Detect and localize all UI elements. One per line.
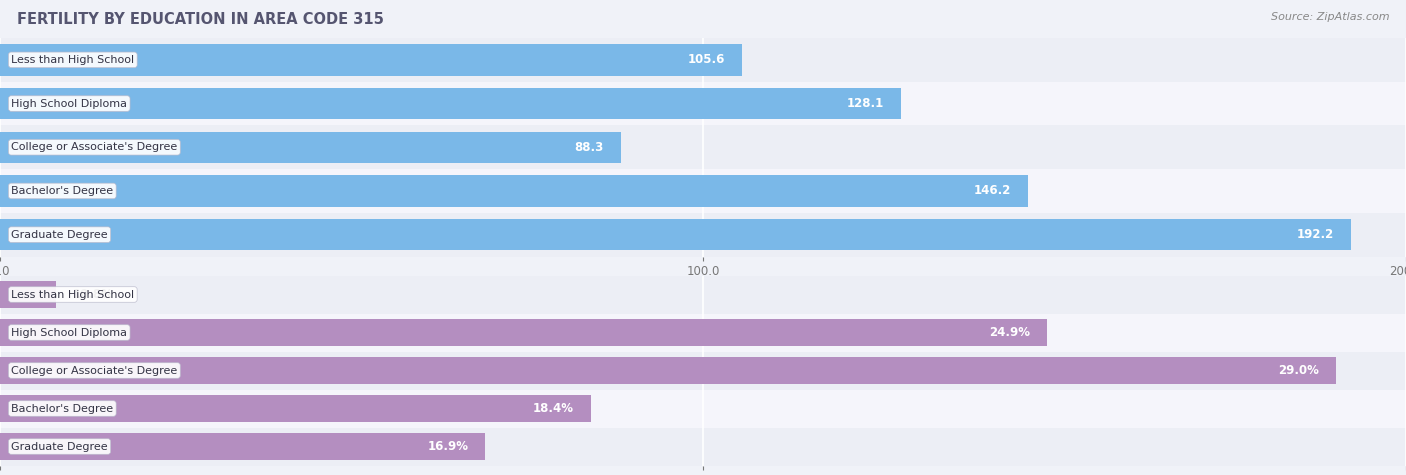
Bar [0, 281, 56, 308]
Text: College or Associate's Degree: College or Associate's Degree [11, 142, 177, 152]
Text: High School Diploma: High School Diploma [11, 327, 128, 338]
Text: Graduate Degree: Graduate Degree [11, 229, 108, 240]
Bar [0, 390, 1406, 428]
Bar [0, 357, 1336, 384]
Text: 128.1: 128.1 [846, 97, 883, 110]
Bar [0, 319, 1047, 346]
Bar [0, 314, 1406, 352]
Bar [0, 213, 1406, 256]
Text: 192.2: 192.2 [1298, 228, 1334, 241]
Bar [0, 395, 591, 422]
Text: Graduate Degree: Graduate Degree [11, 441, 108, 452]
Text: High School Diploma: High School Diploma [11, 98, 128, 109]
Text: 146.2: 146.2 [973, 184, 1011, 198]
Text: 18.4%: 18.4% [533, 402, 574, 415]
Bar [0, 433, 485, 460]
Bar [0, 88, 901, 119]
Bar [0, 82, 1406, 125]
Text: 16.9%: 16.9% [427, 440, 468, 453]
Text: 29.0%: 29.0% [1278, 364, 1319, 377]
Bar [0, 276, 1406, 314]
Text: Bachelor's Degree: Bachelor's Degree [11, 403, 114, 414]
Text: Bachelor's Degree: Bachelor's Degree [11, 186, 114, 196]
Text: 88.3: 88.3 [575, 141, 605, 154]
Text: 24.9%: 24.9% [990, 326, 1031, 339]
Text: Less than High School: Less than High School [11, 55, 135, 65]
Text: Less than High School: Less than High School [11, 289, 135, 300]
Bar [0, 169, 1406, 213]
Text: 10.8%: 10.8% [73, 288, 114, 301]
Bar [0, 132, 621, 163]
Bar [0, 428, 1406, 466]
Bar [0, 352, 1406, 390]
Bar [0, 175, 1028, 207]
Bar [0, 44, 742, 76]
Bar [0, 38, 1406, 82]
Bar [0, 125, 1406, 169]
Text: College or Associate's Degree: College or Associate's Degree [11, 365, 177, 376]
Text: Source: ZipAtlas.com: Source: ZipAtlas.com [1271, 12, 1389, 22]
Bar [0, 219, 1351, 250]
Text: 105.6: 105.6 [688, 53, 725, 67]
Text: FERTILITY BY EDUCATION IN AREA CODE 315: FERTILITY BY EDUCATION IN AREA CODE 315 [17, 12, 384, 27]
